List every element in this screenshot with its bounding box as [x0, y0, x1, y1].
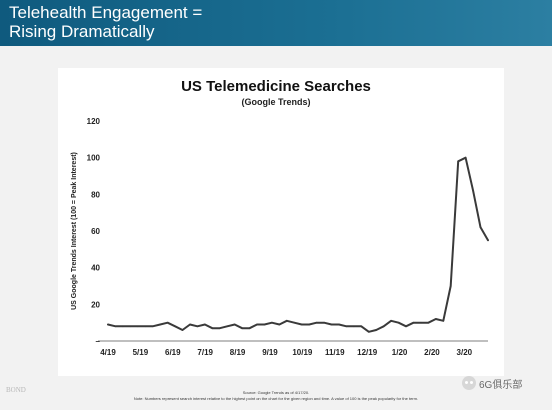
data-point — [449, 285, 452, 287]
data-point — [248, 327, 251, 330]
x-tick-label: 7/19 — [197, 348, 213, 357]
chart-subtitle: (Google Trends) — [241, 97, 311, 107]
data-point — [256, 323, 258, 326]
data-point — [315, 321, 318, 324]
x-tick-label: 3/20 — [457, 348, 473, 357]
footer-note: Note: Numbers represent search interest … — [133, 396, 419, 401]
data-point — [412, 321, 415, 324]
data-point — [323, 321, 325, 324]
data-point — [375, 329, 378, 331]
x-tick-label: 4/19 — [100, 348, 116, 357]
data-point — [278, 323, 281, 326]
y-axis-ticks: – 20 40 60 80 100 120 — [87, 117, 101, 346]
y-tick-label: 120 — [87, 117, 101, 126]
data-point — [122, 325, 124, 328]
series-group — [107, 156, 489, 333]
data-point — [487, 239, 489, 241]
x-tick-label: 2/20 — [424, 348, 440, 357]
data-point — [219, 327, 221, 330]
footer-logo: BOND — [6, 386, 26, 394]
y-tick-label: 60 — [91, 227, 100, 236]
data-point — [226, 325, 228, 328]
x-tick-label: 11/19 — [325, 348, 345, 357]
data-point — [308, 323, 311, 326]
data-point — [420, 321, 422, 324]
y-tick-label: 80 — [91, 190, 100, 199]
data-point — [137, 325, 139, 328]
data-point — [345, 325, 348, 328]
slide-title: Telehealth Engagement = Rising Dramatica… — [9, 3, 203, 41]
x-tick-label: 8/19 — [230, 348, 246, 357]
data-point — [263, 323, 266, 326]
data-point — [360, 325, 363, 328]
data-point — [464, 156, 467, 159]
data-point — [211, 327, 214, 330]
y-tick-label: 20 — [91, 300, 100, 309]
watermark-text: 6G俱乐部 — [479, 379, 523, 391]
data-point — [442, 320, 445, 322]
y-axis-label: US Google Trends Interest (100 = Peak In… — [71, 152, 78, 310]
x-axis-ticks: 4/19 5/19 6/19 7/19 8/19 9/19 10/19 11/19 12/19 1… — [100, 348, 472, 357]
data-point — [114, 325, 117, 328]
x-tick-label: 10/19 — [292, 348, 313, 357]
data-point — [151, 325, 154, 328]
y-tick-label: 100 — [87, 154, 101, 163]
data-point — [457, 160, 460, 163]
data-point — [181, 329, 184, 331]
wechat-icon — [462, 376, 476, 390]
data-point — [204, 323, 206, 326]
data-point — [397, 321, 400, 324]
data-point — [427, 321, 430, 324]
data-point — [293, 321, 296, 324]
x-tick-label: 6/19 — [165, 348, 181, 357]
data-point — [390, 320, 392, 322]
x-tick-label: 12/19 — [357, 348, 378, 357]
chart-title: US Telemedicine Searches — [181, 78, 371, 95]
data-point — [286, 320, 288, 322]
data-point — [241, 327, 243, 330]
data-point — [405, 325, 407, 328]
data-point — [129, 325, 132, 328]
data-point — [174, 325, 176, 328]
footer-source: Source: Google Trends as of 4/17/20. — [242, 390, 310, 395]
data-point — [479, 226, 482, 229]
x-tick-label: 1/20 — [392, 348, 408, 357]
data-point — [382, 325, 385, 328]
data-point — [196, 325, 199, 328]
data-point — [338, 323, 340, 326]
data-point — [166, 321, 169, 324]
data-point — [472, 189, 474, 192]
data-point — [368, 331, 370, 333]
watermark: 6G俱乐部 — [462, 375, 522, 391]
data-point — [144, 325, 147, 328]
data-point — [300, 323, 303, 326]
data-point — [159, 323, 161, 326]
data-point — [189, 323, 191, 326]
x-tick-label: 9/19 — [262, 348, 278, 357]
x-tick-label: 5/19 — [133, 348, 149, 357]
series-line — [107, 156, 489, 333]
data-point — [107, 323, 109, 326]
y-tick-label: 40 — [91, 264, 100, 273]
title-banner: Telehealth Engagement = Rising Dramatica… — [0, 0, 552, 46]
data-point — [233, 323, 236, 326]
y-tick-label: – — [96, 337, 101, 346]
data-point — [353, 325, 355, 328]
data-point — [435, 318, 437, 320]
data-point — [271, 321, 273, 324]
data-point — [330, 323, 333, 326]
